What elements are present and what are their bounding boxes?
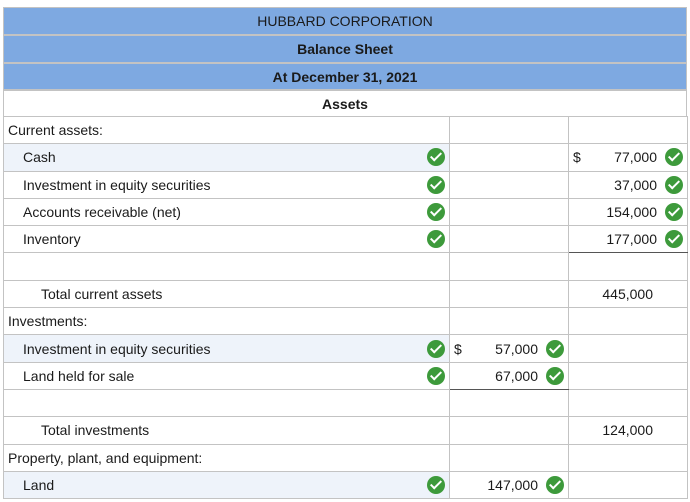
statement-date: At December 31, 2021 [3, 63, 687, 90]
table-row: Land held for sale 67,000 [3, 361, 688, 390]
table-row: Cash $ 77,000 [3, 143, 688, 172]
amount-value: 67,000 [495, 367, 538, 384]
table-row [3, 388, 688, 418]
check-circle-icon [427, 476, 445, 494]
account-select[interactable]: Inventory [3, 225, 450, 254]
amount-value: 37,000 [614, 176, 657, 193]
row-label: Inventory [23, 231, 81, 248]
statement-title: Balance Sheet [3, 35, 687, 63]
row-label: Investments: [3, 307, 450, 336]
amount-cell-1[interactable] [449, 279, 569, 309]
row-label: Land held for sale [23, 367, 135, 384]
amount-cell-2[interactable]: 445,000 [568, 279, 688, 309]
amount-cell-2[interactable]: $ 77,000 [568, 143, 688, 172]
dollar-sign: $ [454, 340, 462, 357]
account-select[interactable] [3, 252, 450, 281]
table-row: Land 147,000 [3, 470, 688, 500]
table-row: Property, plant, and equipment: [3, 443, 688, 472]
account-select[interactable]: Accounts receivable (net) [3, 197, 450, 227]
check-circle-icon [665, 230, 683, 249]
row-label: Cash [23, 149, 56, 166]
amount-value: 147,000 [487, 477, 538, 493]
amount-value: 57,000 [495, 340, 538, 357]
amount-cell-1[interactable] [449, 307, 569, 336]
account-select[interactable]: Land [3, 470, 450, 500]
row-label: Investment in equity securities [23, 340, 211, 357]
amount-cell-2[interactable] [568, 334, 688, 363]
row-label: Total investments [3, 416, 450, 445]
table-row: Total current assets 445,000 [3, 279, 688, 309]
table-row: Current assets: [3, 115, 688, 145]
row-label: Accounts receivable (net) [23, 204, 181, 221]
table-row: Investments: [3, 307, 688, 336]
check-circle-icon [427, 203, 445, 222]
amount-cell-1[interactable] [449, 170, 569, 199]
amount-cell-1[interactable] [449, 225, 569, 254]
amount-cell-1[interactable]: 67,000 [449, 361, 569, 390]
table-row: Investment in equity securities 37,000 [3, 170, 688, 199]
amount-cell-1[interactable] [449, 197, 569, 227]
amount-cell-1[interactable] [449, 115, 569, 145]
balance-sheet-table: Current assets: Cash $ 77,000 [3, 115, 688, 500]
amount-cell-2[interactable]: 177,000 [568, 225, 688, 254]
amount-value: 177,000 [606, 231, 657, 248]
account-select[interactable] [3, 388, 450, 418]
amount-cell-2[interactable] [568, 388, 688, 418]
check-circle-icon [427, 175, 445, 194]
amount-cell-1[interactable] [449, 388, 569, 418]
amount-value: 154,000 [606, 204, 657, 221]
row-label: Current assets: [3, 115, 450, 145]
check-circle-icon [427, 230, 445, 249]
check-circle-icon [665, 175, 683, 194]
amount-cell-2[interactable] [568, 470, 688, 500]
amount-value: 77,000 [614, 149, 657, 166]
amount-value: 445,000 [602, 285, 653, 302]
amount-cell-1[interactable]: 147,000 [449, 470, 569, 500]
account-select[interactable]: Investment in equity securities [3, 334, 450, 363]
amount-cell-2[interactable] [568, 361, 688, 390]
table-row: Accounts receivable (net) 154,000 [3, 197, 688, 227]
account-select[interactable]: Investment in equity securities [3, 170, 450, 199]
check-circle-icon [427, 148, 445, 167]
section-heading: Assets [3, 90, 687, 117]
table-row: Inventory 177,000 [3, 225, 688, 254]
table-row: Investment in equity securities $ 57,000 [3, 334, 688, 363]
row-label: Total current assets [3, 279, 450, 309]
account-select[interactable]: Cash [3, 143, 450, 172]
dollar-sign: $ [573, 149, 581, 166]
account-select[interactable]: Land held for sale [3, 361, 450, 390]
amount-cell-1[interactable] [449, 143, 569, 172]
amount-cell-2[interactable] [568, 443, 688, 472]
table-row [3, 252, 688, 281]
check-circle-icon [427, 339, 445, 358]
check-circle-icon [546, 476, 564, 494]
amount-cell-2[interactable] [568, 252, 688, 281]
amount-cell-2[interactable]: 37,000 [568, 170, 688, 199]
company-name: HUBBARD CORPORATION [3, 7, 687, 35]
amount-cell-1[interactable] [449, 252, 569, 281]
amount-cell-2[interactable]: 154,000 [568, 197, 688, 227]
row-label: Investment in equity securities [23, 176, 211, 193]
row-label: Property, plant, and equipment: [3, 443, 450, 472]
amount-cell-2[interactable]: 124,000 [568, 416, 688, 445]
amount-value: 124,000 [602, 422, 653, 439]
amount-cell-2[interactable] [568, 307, 688, 336]
amount-cell-1[interactable]: $ 57,000 [449, 334, 569, 363]
table-row: Total investments 124,000 [3, 416, 688, 445]
check-circle-icon [665, 148, 683, 167]
check-circle-icon [665, 203, 683, 222]
amount-cell-1[interactable] [449, 443, 569, 472]
amount-cell-1[interactable] [449, 416, 569, 445]
amount-cell-2[interactable] [568, 115, 688, 145]
check-circle-icon [427, 366, 445, 385]
row-label: Land [23, 477, 55, 493]
check-circle-icon [546, 366, 564, 385]
check-circle-icon [546, 339, 564, 358]
